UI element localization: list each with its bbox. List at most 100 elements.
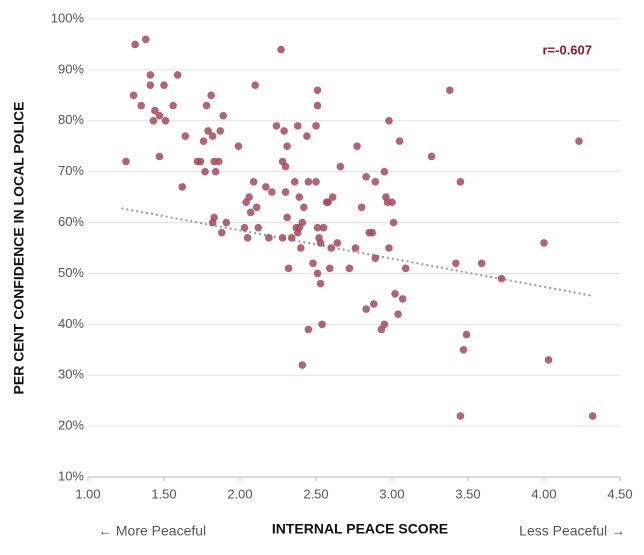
point: [445, 86, 454, 95]
point: [300, 203, 308, 212]
point: [316, 239, 325, 247]
point: [204, 127, 212, 135]
point: [313, 269, 322, 278]
point: [327, 244, 336, 252]
point: [309, 259, 317, 268]
y-tick-label: 90%: [58, 61, 84, 76]
point: [391, 290, 399, 298]
x-tick-label: 2.00: [227, 486, 252, 501]
point: [362, 172, 370, 181]
point: [284, 264, 293, 273]
point: [262, 183, 270, 191]
point: [394, 310, 402, 318]
point: [181, 132, 190, 140]
point: [199, 137, 208, 145]
point: [252, 203, 261, 212]
point: [325, 264, 334, 273]
point: [318, 320, 326, 329]
y-axis-label: PER CENT CONFIDENCE IN LOCAL POLICE: [11, 102, 27, 395]
point: [155, 111, 164, 120]
point: [216, 127, 225, 135]
point: [254, 223, 263, 232]
point: [217, 228, 226, 237]
point: [277, 45, 285, 54]
x-tick-label: 3.50: [455, 486, 480, 501]
y-tick-label: 20%: [58, 418, 84, 433]
point: [345, 264, 354, 273]
point: [368, 228, 377, 237]
point: [131, 40, 139, 49]
point: [380, 167, 389, 176]
point: [240, 223, 249, 232]
point: [371, 254, 380, 262]
point: [214, 157, 223, 166]
point: [178, 183, 187, 191]
point: [303, 132, 311, 140]
point: [295, 193, 304, 201]
point: [160, 81, 168, 89]
left-note: ← More Peaceful: [98, 523, 206, 539]
point: [149, 116, 158, 125]
point: [312, 178, 320, 186]
y-tick-label: 50%: [58, 265, 84, 280]
y-tick-label: 80%: [58, 112, 84, 127]
point: [371, 178, 380, 186]
x-tick-label: 1.50: [151, 486, 176, 501]
point: [333, 239, 342, 247]
point: [151, 106, 159, 115]
point: [304, 325, 313, 334]
point: [304, 178, 313, 186]
point: [280, 127, 288, 135]
point: [389, 218, 398, 227]
point: [281, 188, 290, 196]
point: [293, 122, 302, 130]
point: [161, 116, 170, 125]
point: [272, 122, 281, 130]
point: [298, 361, 307, 369]
point: [388, 198, 396, 206]
point: [234, 142, 243, 151]
y-tick-label: 40%: [58, 316, 84, 331]
trend-line: [121, 207, 593, 297]
point: [196, 157, 205, 166]
point: [544, 356, 553, 364]
point: [395, 137, 404, 145]
point: [588, 412, 597, 420]
point: [385, 244, 393, 252]
point: [297, 244, 305, 252]
point: [141, 35, 150, 44]
point: [357, 203, 366, 212]
point: [313, 101, 322, 110]
point: [351, 244, 360, 252]
point: [477, 259, 486, 268]
point: [122, 157, 130, 166]
x-tick-label: 2.50: [303, 486, 328, 501]
point: [207, 91, 215, 100]
point: [219, 111, 228, 120]
point: [146, 71, 155, 79]
point: [497, 274, 506, 283]
point: [385, 116, 393, 125]
point: [328, 193, 337, 201]
point: [137, 101, 145, 110]
point: [243, 234, 252, 242]
point: [369, 300, 378, 308]
point: [211, 167, 220, 176]
point: [427, 152, 436, 161]
point: [278, 234, 287, 242]
point: [362, 305, 370, 313]
point: [540, 239, 548, 247]
point: [268, 188, 276, 196]
y-tick-label: 70%: [58, 163, 84, 178]
y-tick-label: 10%: [58, 468, 84, 483]
point: [129, 91, 138, 100]
point: [462, 330, 471, 339]
point: [312, 122, 320, 130]
point: [298, 218, 307, 227]
point: [249, 178, 258, 186]
point: [283, 213, 291, 222]
point: [222, 218, 231, 227]
point: [313, 86, 322, 95]
x-tick-label: 4.00: [531, 486, 556, 501]
